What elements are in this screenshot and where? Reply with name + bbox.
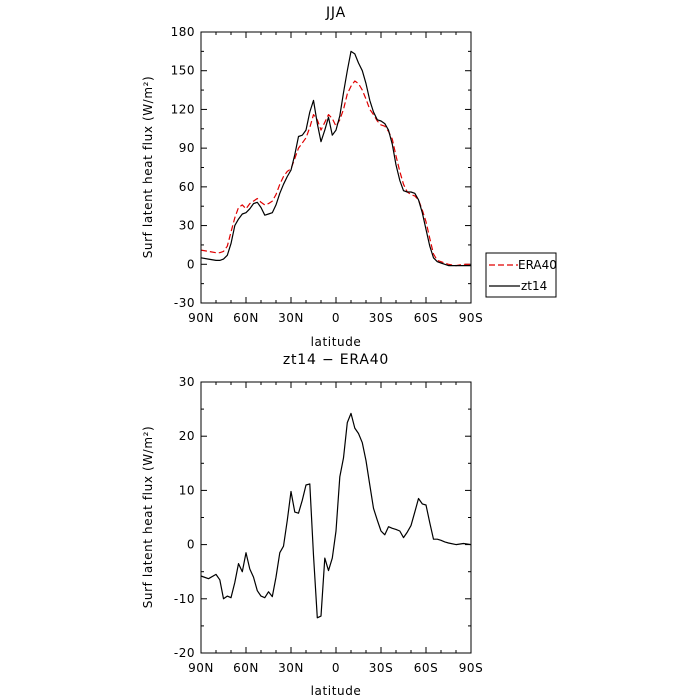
bottom-series-line-diff xyxy=(200,412,472,619)
top-x-tick-label: 0 xyxy=(332,311,340,325)
bottom-y-axis-label: Surf latent heat flux (W/m²) xyxy=(141,426,155,609)
top-chart-series xyxy=(200,50,471,267)
top-series-line-era40 xyxy=(200,80,471,267)
bottom-x-tick-label: 60N xyxy=(233,661,259,675)
top-y-tick-label: 0 xyxy=(187,257,195,271)
top-x-tick-label: 90N xyxy=(188,311,214,325)
bottom-y-tick-label: -10 xyxy=(174,592,195,606)
top-series-line-zt14 xyxy=(200,50,471,267)
bottom-x-tick-label: 30S xyxy=(369,661,393,675)
top-y-axis-label: Surf latent heat flux (W/m²) xyxy=(141,76,155,259)
bottom-y-tick-label: -20 xyxy=(174,646,195,660)
top-y-tick-label: 150 xyxy=(171,64,195,78)
top-x-tick-label: 30N xyxy=(278,311,304,325)
legend-label-era40: ERA40 xyxy=(518,258,557,272)
top-plot-frame xyxy=(200,31,472,304)
top-x-tick-label: 60S xyxy=(414,311,438,325)
top-x-axis-label: latitude xyxy=(311,335,362,349)
top-y-tick-label: 120 xyxy=(171,102,195,116)
top-chart-marks: -30 0 30 60 90 120 150 180 90N 60N 30N 0 30S 60S 90S xyxy=(171,25,483,325)
top-y-tick-label: 30 xyxy=(179,219,195,233)
top-y-tick-label: -30 xyxy=(174,296,195,310)
bottom-x-tick-label: 0 xyxy=(332,661,340,675)
top-y-tick-label: 90 xyxy=(179,141,195,155)
bottom-y-tick-label: 20 xyxy=(179,429,195,443)
bottom-chart-marks: -20 -10 0 10 20 30 90N 60N 30N 0 30S 60S 90S xyxy=(174,375,483,675)
bottom-y-tick-label: 0 xyxy=(187,538,195,552)
top-x-tick-label: 30S xyxy=(369,311,393,325)
legend-label-zt14: zt14 xyxy=(521,279,547,293)
top-chart: JJA -30 0 30 60 90 120 150 180 90N 60N 30N 0 30S 60S 9… xyxy=(141,5,483,349)
bottom-chart: zt14 − ERA40 -20 -10 0 10 20 30 90N 60N 30N 0 30S 6… xyxy=(141,352,483,698)
legend: ERA40 zt14 xyxy=(485,252,557,298)
bottom-x-tick-label: 90N xyxy=(188,661,214,675)
bottom-chart-series xyxy=(200,412,472,619)
top-x-tick-label: 60N xyxy=(233,311,259,325)
bottom-x-axis-label: latitude xyxy=(311,684,362,698)
bottom-y-tick-label: 30 xyxy=(179,375,195,389)
legend-box xyxy=(485,252,557,298)
bottom-x-tick-label: 60S xyxy=(414,661,438,675)
top-x-tick-label: 90S xyxy=(459,311,483,325)
bottom-x-tick-label: 90S xyxy=(459,661,483,675)
top-y-tick-label: 60 xyxy=(179,180,195,194)
top-y-tick-label: 180 xyxy=(171,25,195,39)
bottom-x-tick-label: 30N xyxy=(278,661,304,675)
bottom-chart-title: zt14 − ERA40 xyxy=(283,352,389,368)
top-chart-title: JJA xyxy=(325,5,346,21)
bottom-plot-frame xyxy=(200,381,472,654)
bottom-y-tick-label: 10 xyxy=(179,483,195,497)
